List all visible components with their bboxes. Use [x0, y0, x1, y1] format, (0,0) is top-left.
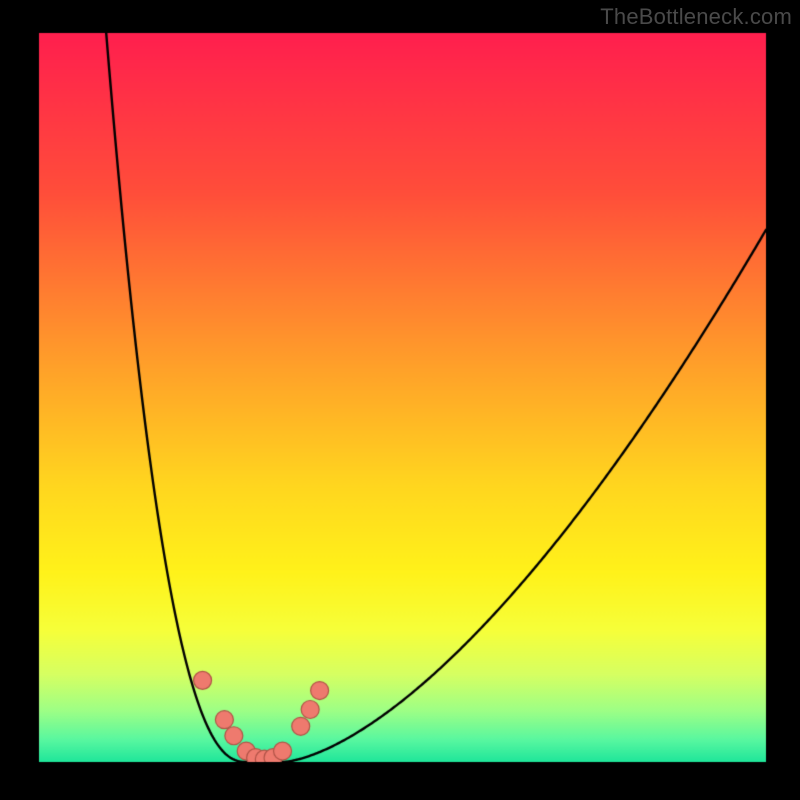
- watermark-text: TheBottleneck.com: [600, 4, 792, 30]
- bottleneck-chart-canvas: [0, 0, 800, 800]
- chart-stage: { "canvas": { "width": 800, "height": 80…: [0, 0, 800, 800]
